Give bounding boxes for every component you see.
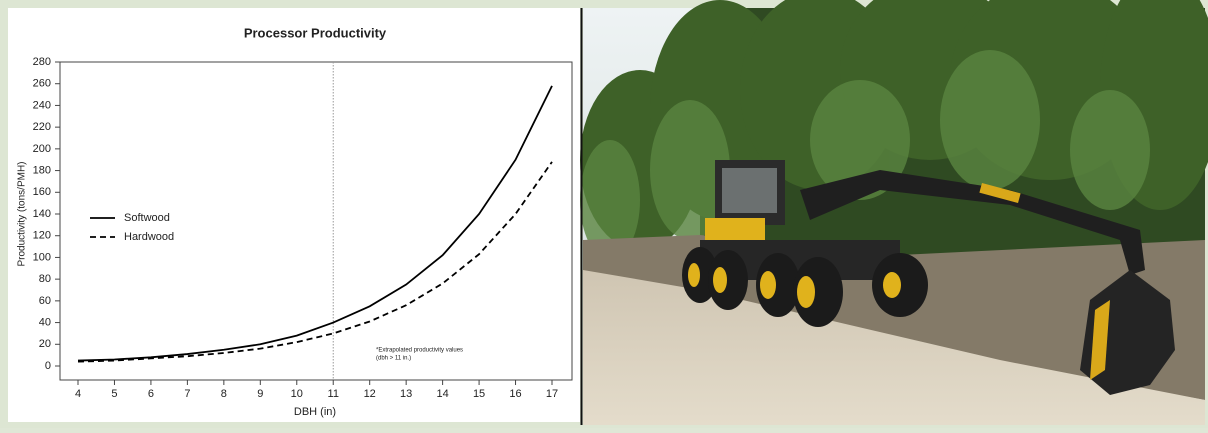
annotation: *Extrapolated productivity values: [376, 348, 463, 354]
machine: [682, 160, 1175, 395]
chart-title: Processor Productivity: [244, 25, 387, 40]
y-tick-label: 40: [39, 316, 51, 328]
x-tick-label: 9: [257, 388, 263, 400]
x-axis-label: DBH (in): [294, 406, 336, 418]
y-tick-label: 180: [33, 164, 51, 176]
y-tick-label: 200: [33, 143, 51, 155]
y-axis-label: Productivity (tons/PMH): [17, 161, 28, 266]
x-tick-label: 8: [221, 388, 227, 400]
y-tick-label: 260: [33, 78, 51, 90]
x-tick-label: 4: [75, 388, 81, 400]
x-tick-label: 5: [111, 388, 117, 400]
y-tick-label: 160: [33, 186, 51, 198]
y-tick-label: 120: [33, 230, 51, 242]
y-tick-label: 100: [33, 251, 51, 263]
y-tick-label: 20: [39, 338, 51, 350]
x-tick-label: 16: [509, 388, 521, 400]
legend-label: Softwood: [124, 212, 170, 224]
legend-label: Hardwood: [124, 231, 174, 243]
y-tick-label: 220: [33, 121, 51, 133]
x-tick-label: 6: [148, 388, 154, 400]
y-tick-label: 60: [39, 295, 51, 307]
x-tick-label: 11: [328, 388, 339, 400]
x-tick-label: 17: [546, 388, 558, 400]
y-tick-label: 0: [45, 360, 51, 372]
y-tick-label: 240: [33, 99, 51, 111]
x-tick-label: 10: [291, 388, 303, 400]
x-tick-label: 12: [364, 388, 376, 400]
x-tick-label: 13: [400, 388, 412, 400]
photo: [580, 0, 1208, 425]
y-tick-label: 280: [33, 56, 51, 68]
x-tick-label: 7: [184, 388, 190, 400]
x-tick-label: 15: [473, 388, 485, 400]
annotation: (dbh > 11 in.): [376, 356, 411, 362]
line: [77, 85, 553, 362]
chart: Processor Productivity DBH (in) Producti…: [17, 25, 573, 418]
y-tick-label: 140: [33, 208, 51, 220]
y-tick-label: 80: [39, 273, 51, 285]
chart-panel: [8, 8, 580, 422]
x-tick-label: 14: [436, 388, 448, 400]
plot-frame: [59, 61, 573, 381]
